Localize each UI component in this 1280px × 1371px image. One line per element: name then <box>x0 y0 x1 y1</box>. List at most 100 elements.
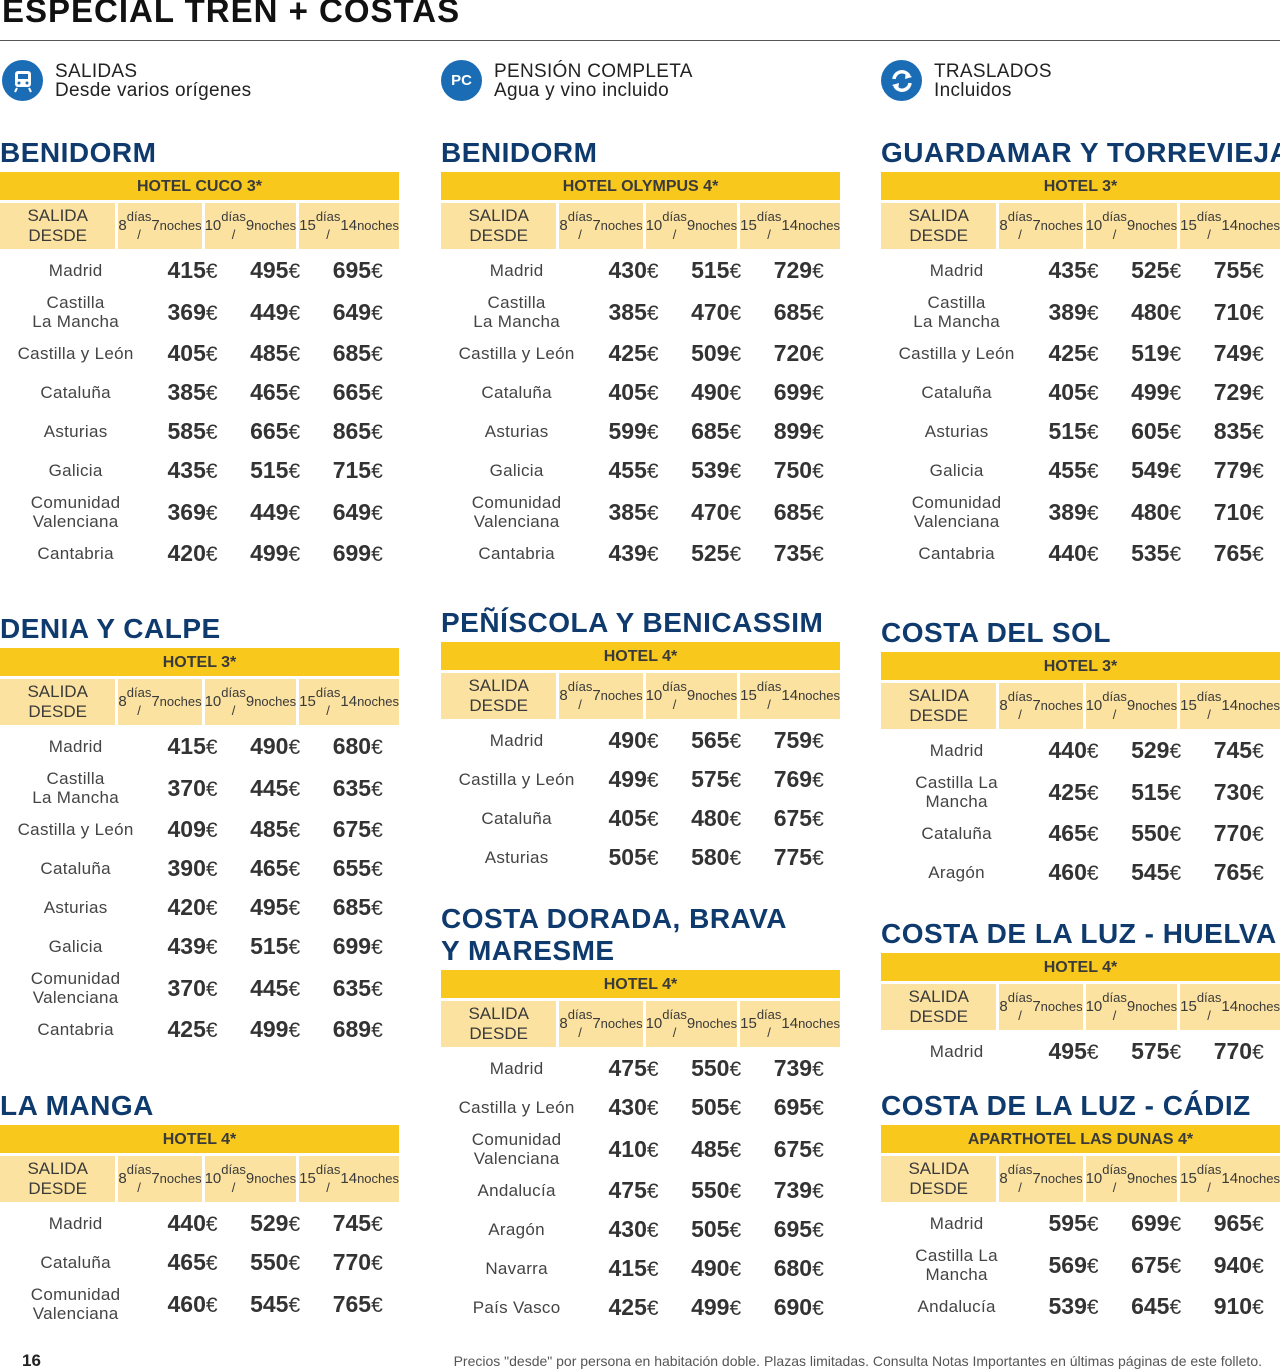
currency-symbol: € <box>371 777 383 801</box>
price-value: 569 <box>1048 1251 1087 1278</box>
table-row: Galicia 455€ 549€ 779€ <box>881 451 1280 490</box>
table-row: Comunidad Valenciana 410€ 485€ 675€ <box>441 1127 840 1171</box>
currency-symbol: € <box>205 382 218 405</box>
price-value: 425 <box>1048 778 1087 805</box>
duration-header: 10 días /9 noches <box>204 203 297 249</box>
price: 490€ <box>234 733 317 760</box>
currency-symbol: € <box>205 977 218 1001</box>
price-table: Madrid 430€ 515€ 729€ Castilla La Mancha 385€… <box>441 251 840 573</box>
price-value: 490 <box>691 379 730 405</box>
nights-label: noches <box>1135 999 1178 1014</box>
table-row: Castilla y León 430€ 505€ 695€ <box>441 1088 840 1127</box>
currency-symbol: € <box>1086 343 1099 366</box>
price: 465€ <box>151 1249 234 1276</box>
price-value: 480 <box>691 805 730 831</box>
currency-symbol: € <box>646 1258 659 1281</box>
origin-city: Navarra <box>485 1259 548 1278</box>
price: 515€ <box>234 457 317 484</box>
table-header: SALIDA DESDE 8 días /7 noches 10 días /9 n… <box>881 984 1280 1030</box>
price: 565€ <box>675 727 758 754</box>
table-row: Galicia 439€ 515€ 699€ <box>0 927 399 966</box>
origin-city: Cataluña <box>40 859 111 878</box>
price: 645€ <box>1115 1293 1198 1320</box>
nights-number: 14 <box>781 217 799 234</box>
salida-desde-header: SALIDA DESDE <box>441 673 557 719</box>
days-label: días / <box>662 209 687 242</box>
currency-symbol: € <box>646 343 659 366</box>
price-value: 525 <box>1131 257 1170 283</box>
price-value: 505 <box>608 844 647 870</box>
price: 515€ <box>234 933 317 960</box>
origin-city: Madrid <box>48 261 103 280</box>
price: 405€ <box>151 340 234 367</box>
price: 435€ <box>1032 257 1115 284</box>
currency-symbol: € <box>812 769 824 792</box>
table-row: Castilla y León 405€ 485€ 685€ <box>0 334 399 373</box>
price-value: 385 <box>167 379 206 405</box>
price-value: 475 <box>608 1177 647 1203</box>
currency-symbol: € <box>729 421 742 444</box>
price: 495€ <box>234 894 317 921</box>
price-value: 765 <box>1213 859 1253 885</box>
price-value: 490 <box>691 1255 730 1281</box>
days-label: días / <box>221 685 246 718</box>
price: 445€ <box>234 775 317 802</box>
price-value: 405 <box>1048 379 1087 405</box>
currency-symbol: € <box>1169 343 1182 366</box>
price: 505€ <box>592 844 675 871</box>
price: 499€ <box>1115 379 1198 406</box>
price: 519€ <box>1115 340 1198 367</box>
origin-city: Castilla y León <box>458 770 575 789</box>
currency-symbol: € <box>646 1180 659 1203</box>
price-value: 685 <box>691 418 730 444</box>
currency-symbol: € <box>205 460 218 483</box>
price-value: 409 <box>167 816 206 842</box>
price-value: 759 <box>773 727 813 753</box>
price-value: 370 <box>167 774 206 801</box>
price-value: 965 <box>1213 1210 1253 1236</box>
duration-text: 15 días /14 noches <box>1180 208 1280 244</box>
currency-symbol: € <box>1169 1041 1182 1064</box>
price: 539€ <box>675 457 758 484</box>
price: 485€ <box>234 816 317 843</box>
price-value: 539 <box>691 457 730 483</box>
nights-number: 9 <box>245 217 255 234</box>
currency-symbol: € <box>812 1219 824 1242</box>
price-value: 525 <box>691 540 730 566</box>
page-number: 16 <box>22 1351 41 1370</box>
price-value: 485 <box>691 1135 730 1162</box>
currency-symbol: € <box>205 819 218 842</box>
table-row: Madrid 475€ 550€ 739€ <box>441 1049 840 1088</box>
price-value: 779 <box>1213 457 1253 483</box>
days-number: 8 <box>559 687 568 704</box>
origin-city: Castilla y León <box>17 344 134 363</box>
price: 770€ <box>1197 1038 1280 1065</box>
duration-header: 15 días /14 noches <box>740 203 840 249</box>
origin-city: Asturias <box>484 422 549 441</box>
days-label: días / <box>567 679 593 712</box>
nights-label: noches <box>798 218 840 233</box>
table-row: Cataluña 390€ 465€ 655€ <box>0 849 399 888</box>
currency-symbol: € <box>371 421 383 444</box>
duration-header: 15 días /14 noches <box>740 1001 840 1047</box>
price: 769€ <box>757 766 840 793</box>
days-label: días / <box>567 209 593 242</box>
price-value: 545 <box>250 1290 289 1317</box>
price: 765€ <box>1197 859 1280 886</box>
price-value: 770 <box>1213 820 1253 846</box>
nights-number: 9 <box>245 1170 255 1187</box>
salida-desde-header: SALIDA DESDE <box>881 203 997 249</box>
price: 545€ <box>234 1291 317 1318</box>
price: 515€ <box>1115 779 1198 806</box>
table-row: Aragón 460€ 545€ 765€ <box>881 853 1280 892</box>
duration-text: 10 días /9 noches <box>645 1006 738 1042</box>
table-row: Castilla y León 425€ 519€ 749€ <box>881 334 1280 373</box>
price: 699€ <box>1115 1210 1198 1237</box>
price: 390€ <box>151 855 234 882</box>
price-value: 465 <box>1048 820 1087 846</box>
price-value: 460 <box>1048 859 1087 885</box>
price: 385€ <box>592 499 675 526</box>
price-value: 440 <box>1048 737 1087 763</box>
price-value: 410 <box>608 1135 647 1162</box>
origin-city: Cataluña <box>481 383 552 402</box>
